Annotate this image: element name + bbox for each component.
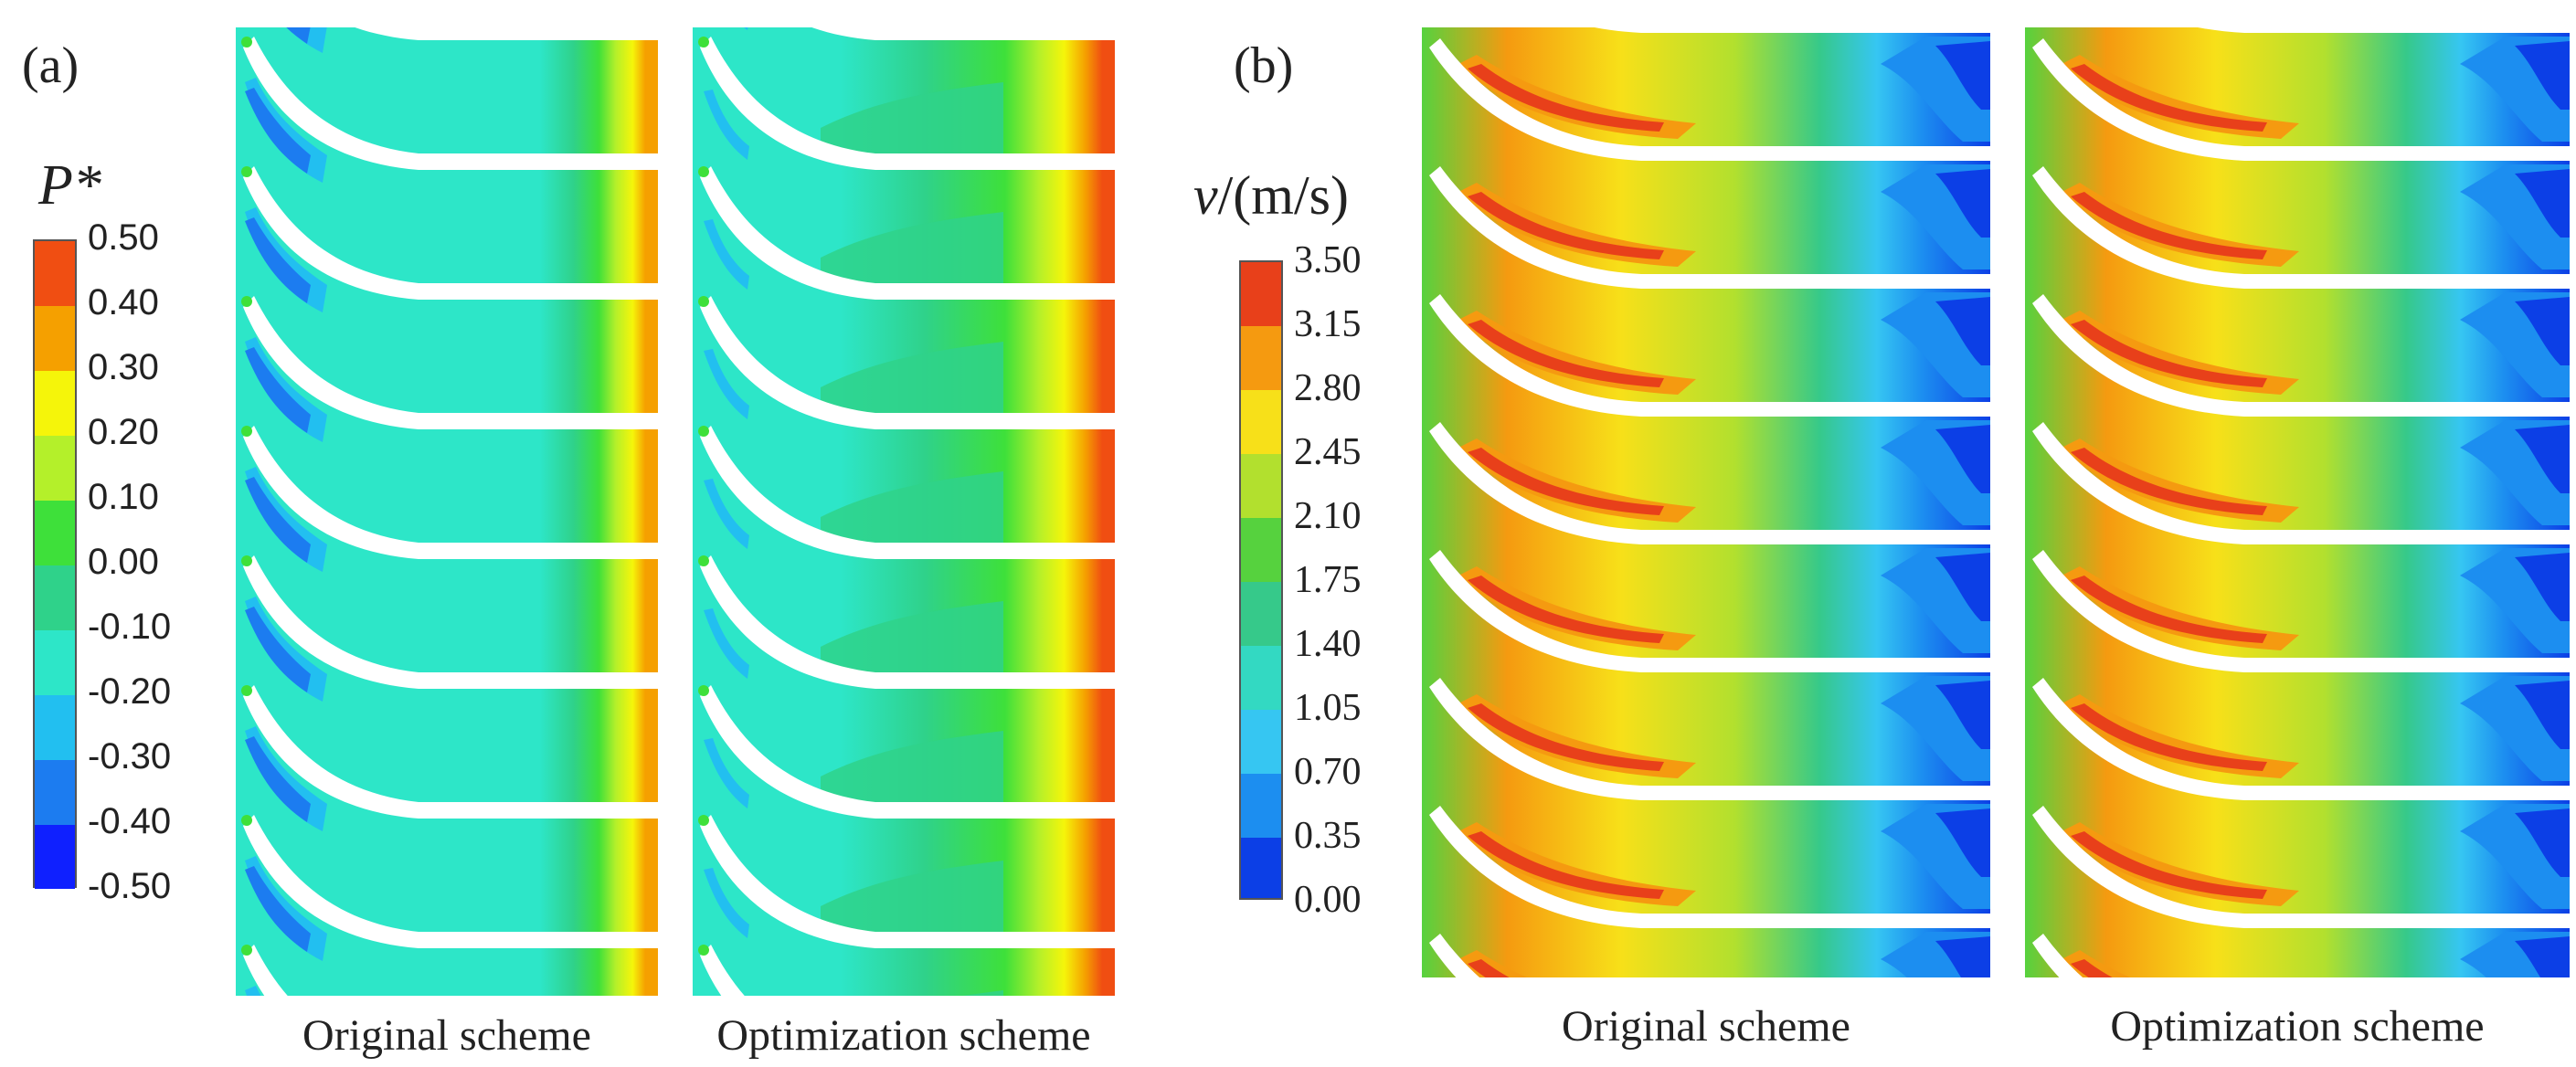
panel-b-caption-original: Original scheme [1562,1002,1850,1051]
panel-b-caption-optimization: Optimization scheme [2110,1002,2485,1051]
panel-b-legend-unit: /(m/s) [1217,165,1349,226]
panel-a-colorbar-seg [35,630,75,695]
panel-b-tick-label: 1.40 [1294,623,1362,665]
panel-a-tick-label: -0.30 [88,736,172,776]
panel-b-tick-label: 3.50 [1294,239,1362,281]
panel-a-label: (a) [22,37,80,94]
panel-b-tick-label: 1.75 [1294,559,1362,601]
panel-a-tick-label: 0.00 [88,542,159,582]
panel-b-colorbar-seg [1241,582,1281,646]
panel-a-tick-label: -0.50 [88,866,172,906]
panel-b-tick-label: 2.45 [1294,431,1362,473]
panel-b-colorbar-seg [1241,838,1281,898]
panel-b-label: (b) [1234,37,1294,94]
panel-b-colorbar-seg [1241,262,1281,326]
panel-b-colorbar-seg [1241,454,1281,518]
panel-b-optimization-contour [2025,27,2570,977]
panel-b-tick-label: 2.80 [1294,367,1362,409]
panel-b-tick-label: 2.10 [1294,495,1362,537]
panel-a-caption-original: Original scheme [302,1011,591,1060]
panel-b-tick-label: 0.70 [1294,751,1362,793]
panel-a-colorbar-seg [35,241,75,306]
panel-a-tick-label: 0.30 [88,347,159,387]
panel-a-tick-label: 0.20 [88,412,159,452]
panel-a-colorbar-seg [35,825,75,889]
panel-b-colorbar [1239,260,1283,900]
panel-b-original-contour [1422,27,1990,977]
panel-a-colorbar-seg [35,565,75,630]
panel-a-tick-label: 0.10 [88,477,159,517]
panel-b-colorbar-seg [1241,390,1281,454]
panel-a-tick-label: -0.10 [88,607,172,647]
panel-a-colorbar-seg [35,501,75,565]
panel-b-tick-label: 3.15 [1294,303,1362,345]
panel-b-colorbar-seg [1241,710,1281,774]
panel-a-tick-label: -0.40 [88,801,172,841]
panel-a-colorbar [33,239,77,889]
panel-b-colorbar-seg [1241,646,1281,710]
panel-a-tick-label: -0.20 [88,671,172,712]
panel-a-caption-optimization: Optimization scheme [716,1011,1091,1060]
panel-b-tick-label: 1.05 [1294,687,1362,729]
panel-a-colorbar-seg [35,306,75,371]
panel-a-colorbar-seg [35,695,75,760]
panel-b-colorbar-seg [1241,326,1281,390]
panel-b-colorbar-seg [1241,518,1281,582]
panel-b-tick-label: 0.00 [1294,879,1362,921]
panel-a-tick-label: 0.50 [88,217,159,258]
panel-b-legend-title: v/(m/s) [1193,165,1349,226]
panel-b-tick-label: 0.35 [1294,815,1362,857]
panel-a-tick-label: 0.40 [88,282,159,322]
panel-a-colorbar-seg [35,371,75,436]
panel-a-original-contour [236,27,658,996]
panel-a-colorbar-seg [35,436,75,501]
panel-b-colorbar-seg [1241,774,1281,838]
panel-a-legend-title: P* [38,154,101,217]
panel-a-colorbar-seg [35,760,75,825]
panel-a-optimization-contour [693,27,1115,996]
